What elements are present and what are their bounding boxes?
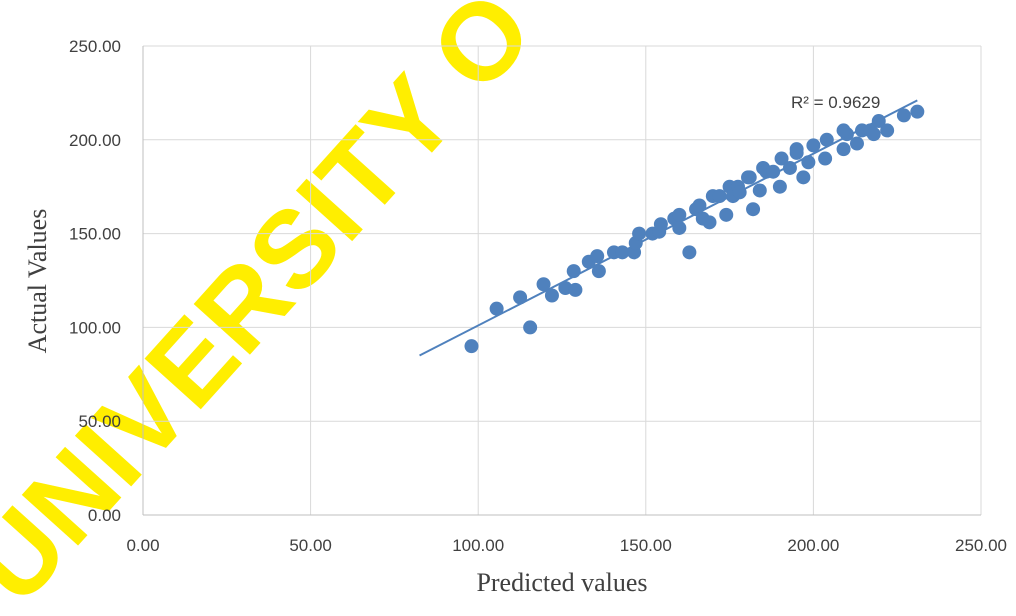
- data-point: [849, 136, 864, 151]
- data-point: [836, 142, 851, 157]
- tick-labels: 0.00 50.00 100.00 150.00 200.00 250.00 0.00 50.…: [69, 37, 1007, 555]
- data-point: [910, 104, 925, 119]
- data-point: [866, 127, 881, 142]
- data-point: [544, 288, 559, 303]
- data-points: [464, 104, 925, 354]
- data-point: [536, 277, 551, 292]
- data-point: [806, 138, 821, 153]
- y-axis-title: Actual Values: [23, 209, 52, 354]
- data-point: [871, 114, 886, 129]
- data-point: [818, 151, 833, 166]
- data-point: [464, 339, 479, 354]
- x-tick-label: 0.00: [126, 536, 159, 555]
- data-point: [719, 207, 734, 222]
- x-tick-label: 250.00: [955, 536, 1007, 555]
- data-point: [896, 108, 911, 123]
- x-tick-label: 200.00: [787, 536, 839, 555]
- data-point: [672, 220, 687, 235]
- y-tick-label: 0.00: [88, 506, 121, 525]
- y-tick-label: 100.00: [69, 318, 121, 337]
- x-tick-label: 150.00: [620, 536, 672, 555]
- x-tick-label: 100.00: [452, 536, 504, 555]
- data-point: [732, 185, 747, 200]
- x-axis-title: Predicted values: [476, 568, 647, 597]
- data-point: [766, 164, 781, 179]
- data-point: [568, 282, 583, 297]
- r-squared-label: R² = 0.9629: [791, 93, 880, 112]
- data-point: [772, 179, 787, 194]
- data-point: [752, 183, 767, 198]
- data-point: [513, 290, 528, 305]
- data-point: [591, 264, 606, 279]
- data-point: [672, 207, 687, 222]
- data-point: [702, 215, 717, 230]
- linear-trendline: [419, 99, 918, 357]
- data-point: [632, 226, 647, 241]
- data-point: [682, 245, 697, 260]
- data-point: [819, 132, 834, 147]
- data-point: [746, 202, 761, 217]
- data-point: [782, 160, 797, 175]
- data-point: [880, 123, 895, 138]
- y-tick-label: 250.00: [69, 37, 121, 56]
- axes: [142, 46, 981, 516]
- data-point: [489, 301, 504, 316]
- y-tick-label: 150.00: [69, 225, 121, 244]
- data-point: [653, 217, 668, 232]
- y-tick-label: 200.00: [69, 131, 121, 150]
- x-tick-label: 50.00: [289, 536, 332, 555]
- data-point: [789, 145, 804, 160]
- y-tick-label: 50.00: [78, 412, 121, 431]
- watermark: UNIVERSITY O: [0, 0, 556, 616]
- data-point: [796, 170, 811, 185]
- data-point: [692, 198, 707, 213]
- data-point: [712, 189, 727, 204]
- trendline-layer: [419, 99, 918, 357]
- data-point: [615, 245, 630, 260]
- data-point: [590, 249, 605, 264]
- data-point: [801, 155, 816, 170]
- data-point: [523, 320, 538, 335]
- data-point: [742, 170, 757, 185]
- data-point: [836, 123, 851, 138]
- data-point: [774, 151, 789, 166]
- data-point: [566, 264, 581, 279]
- watermark-text: UNIVERSITY O: [0, 0, 556, 616]
